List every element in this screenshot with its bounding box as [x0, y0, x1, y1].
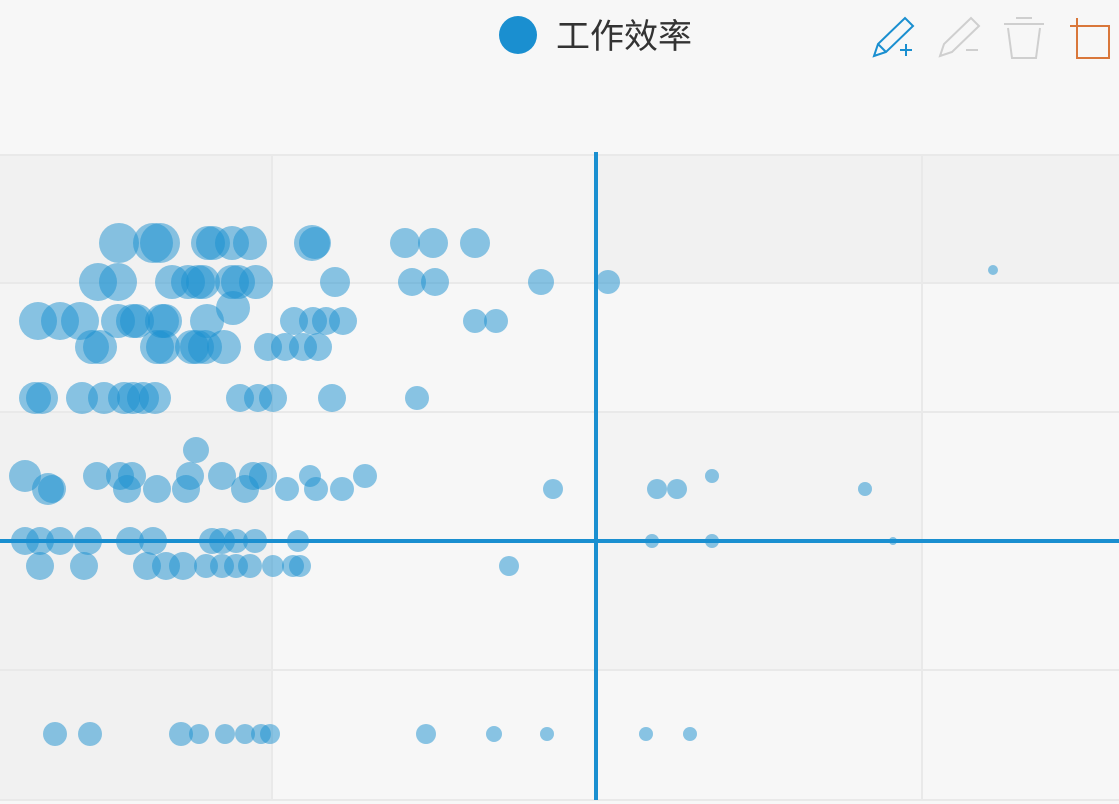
- bubble: [398, 268, 426, 296]
- bubble: [233, 226, 267, 260]
- bubble: [528, 269, 554, 295]
- bubble: [416, 724, 436, 744]
- bubble: [390, 228, 420, 258]
- bubble: [140, 223, 180, 263]
- bubble: [421, 268, 449, 296]
- bubble: [705, 469, 719, 483]
- bubble: [858, 482, 872, 496]
- bubble: [120, 304, 154, 338]
- bubble: [186, 265, 220, 299]
- bubble: [215, 724, 235, 744]
- bubble: [83, 330, 117, 364]
- bubble: [463, 309, 487, 333]
- bubble: [418, 228, 448, 258]
- bubble: [289, 555, 311, 577]
- delete-icon[interactable]: [1004, 17, 1044, 59]
- bubble: [207, 330, 241, 364]
- bubble: [26, 552, 54, 580]
- bubble: [172, 475, 200, 503]
- add-pen-icon[interactable]: [872, 16, 915, 58]
- bubble: [543, 479, 563, 499]
- bubble: [43, 722, 67, 746]
- bubble: [238, 554, 262, 578]
- bubble: [304, 333, 332, 361]
- bubble: [235, 724, 255, 744]
- bubble: [318, 384, 346, 412]
- bubble: [148, 304, 182, 338]
- bubble: [259, 384, 287, 412]
- bubble: [216, 291, 250, 325]
- bubble: [499, 556, 519, 576]
- bubble: [99, 263, 137, 301]
- bubble: [647, 479, 667, 499]
- bubble: [596, 270, 620, 294]
- bubble: [38, 475, 66, 503]
- bubble: [540, 727, 554, 741]
- bubble: [70, 552, 98, 580]
- bubble: [353, 464, 377, 488]
- bubble: [304, 477, 328, 501]
- bubble: [83, 462, 111, 490]
- bubble: [208, 462, 236, 490]
- bubble: [460, 228, 490, 258]
- bubble: [260, 724, 280, 744]
- bubbles: [9, 223, 998, 746]
- toolbar: [872, 16, 1110, 59]
- bubble: [139, 382, 171, 414]
- bubble: [99, 223, 139, 263]
- bubble: [988, 265, 998, 275]
- bubble: [190, 304, 224, 338]
- bubble: [486, 726, 502, 742]
- bubble: [405, 386, 429, 410]
- remove-pen-icon[interactable]: [938, 16, 981, 58]
- bubble: [231, 475, 259, 503]
- bubble: [667, 479, 687, 499]
- bubble: [239, 265, 273, 299]
- bubble: [275, 477, 299, 501]
- bubble: [66, 382, 98, 414]
- bubble: [146, 330, 180, 364]
- bubble: [169, 552, 197, 580]
- bubble: [683, 727, 697, 741]
- bubble: [26, 382, 58, 414]
- legend-marker: [499, 16, 537, 54]
- bubble: [262, 555, 284, 577]
- bubble: [299, 227, 331, 259]
- crop-icon[interactable]: [1070, 18, 1110, 59]
- bubble: [169, 722, 193, 746]
- bubble: [320, 267, 350, 297]
- bubble: [143, 475, 171, 503]
- bubble: [330, 477, 354, 501]
- bubble: [189, 724, 209, 744]
- bubble: [484, 309, 508, 333]
- bubble: [78, 722, 102, 746]
- legend-label: 工作效率: [556, 17, 692, 57]
- bubble: [113, 475, 141, 503]
- bubble: [639, 727, 653, 741]
- bubble: [329, 307, 357, 335]
- bubble: [183, 437, 209, 463]
